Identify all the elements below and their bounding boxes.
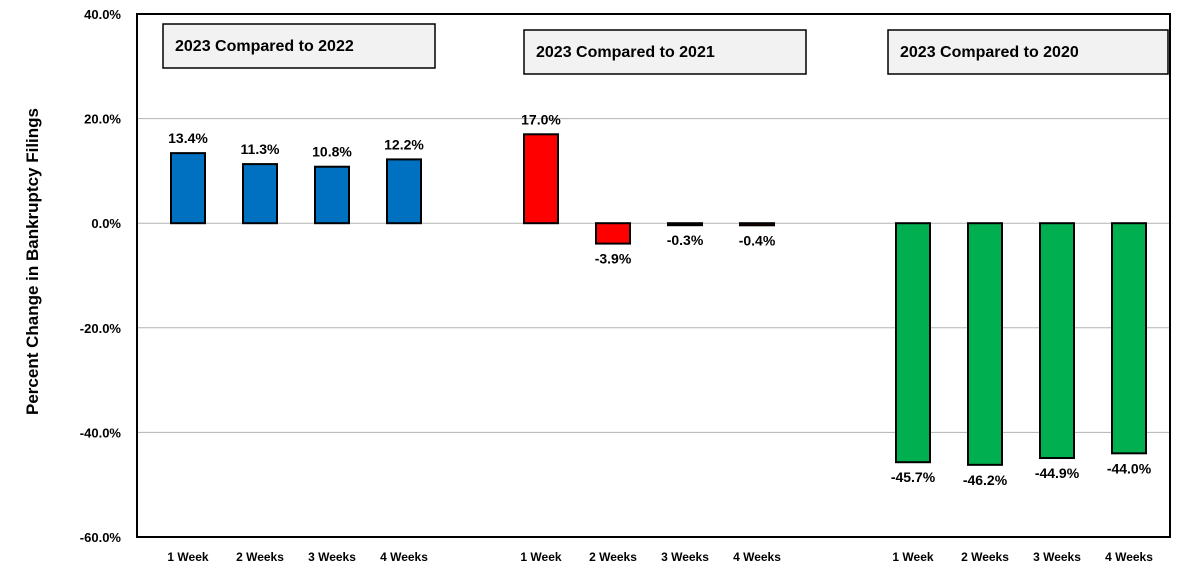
y-tick-label: 20.0%: [84, 112, 121, 127]
data-label: -0.3%: [667, 232, 704, 248]
bar: [242, 163, 278, 225]
x-tick-label: 3 Weeks: [661, 550, 709, 564]
data-label: 10.8%: [312, 144, 352, 160]
y-tick-label: 0.0%: [91, 216, 121, 231]
bar: [170, 152, 206, 225]
bar: [386, 158, 422, 225]
bar: [895, 222, 931, 464]
x-tick-label: 2 Weeks: [961, 550, 1009, 564]
x-tick-label: 1 Week: [520, 550, 561, 564]
group-label-box: [887, 29, 1169, 75]
data-label: -3.9%: [595, 251, 632, 267]
data-label: -46.2%: [963, 472, 1008, 488]
x-tick-label: 3 Weeks: [308, 550, 356, 564]
bar: [1039, 222, 1075, 460]
data-label: 13.4%: [168, 130, 208, 146]
x-tick-label: 3 Weeks: [1033, 550, 1081, 564]
bar: [314, 165, 350, 225]
y-tick-label: -40.0%: [80, 425, 122, 440]
x-tick-label: 2 Weeks: [589, 550, 637, 564]
data-label: -45.7%: [891, 469, 936, 485]
x-tick-labels: 1 Week 2 Weeks 3 Weeks 4 Weeks 1 Week 2 Weeks…: [167, 550, 1153, 564]
group-label-boxes: 2023 Compared to 2022 2023 Compared to 20…: [162, 23, 1169, 75]
plot-frame: [136, 13, 1171, 538]
gridlines: [137, 118, 1170, 433]
data-label: 12.2%: [384, 136, 424, 152]
y-tick-label: 40.0%: [84, 7, 121, 22]
x-tick-label: 4 Weeks: [1105, 550, 1153, 564]
data-label: -44.0%: [1107, 460, 1152, 476]
data-label: 17.0%: [521, 111, 561, 127]
x-tick-label: 1 Week: [167, 550, 208, 564]
bar: [667, 222, 703, 227]
data-labels: 13.4% 11.3% 10.8% 12.2% 17.0% -3.9% -0.3% -0.4%…: [168, 111, 1152, 488]
data-label: -44.9%: [1035, 465, 1080, 481]
bars: [170, 133, 1147, 466]
bar: [739, 222, 775, 227]
y-tick-label: -60.0%: [80, 530, 122, 545]
y-tick-labels: 40.0% 20.0% 0.0% -20.0% -40.0% -60.0%: [80, 7, 122, 545]
group-label-box: [523, 29, 807, 75]
group-label: 2023 Compared to 2021: [536, 44, 715, 61]
data-label: -0.4%: [739, 232, 776, 248]
bar: [1111, 222, 1147, 455]
bar: [523, 133, 559, 225]
x-tick-label: 1 Week: [892, 550, 933, 564]
x-tick-label: 2 Weeks: [236, 550, 284, 564]
bar: [967, 222, 1003, 466]
bar: [595, 222, 631, 245]
group-label: 2023 Compared to 2020: [900, 44, 1079, 61]
group-label: 2023 Compared to 2022: [175, 38, 354, 55]
x-tick-label: 4 Weeks: [380, 550, 428, 564]
y-axis-label: Percent Change in Bankruptcy Filings: [23, 108, 42, 415]
y-tick-label: -20.0%: [80, 321, 122, 336]
group-label-box: [162, 23, 436, 69]
data-label: 11.3%: [241, 141, 280, 157]
x-tick-label: 4 Weeks: [733, 550, 781, 564]
